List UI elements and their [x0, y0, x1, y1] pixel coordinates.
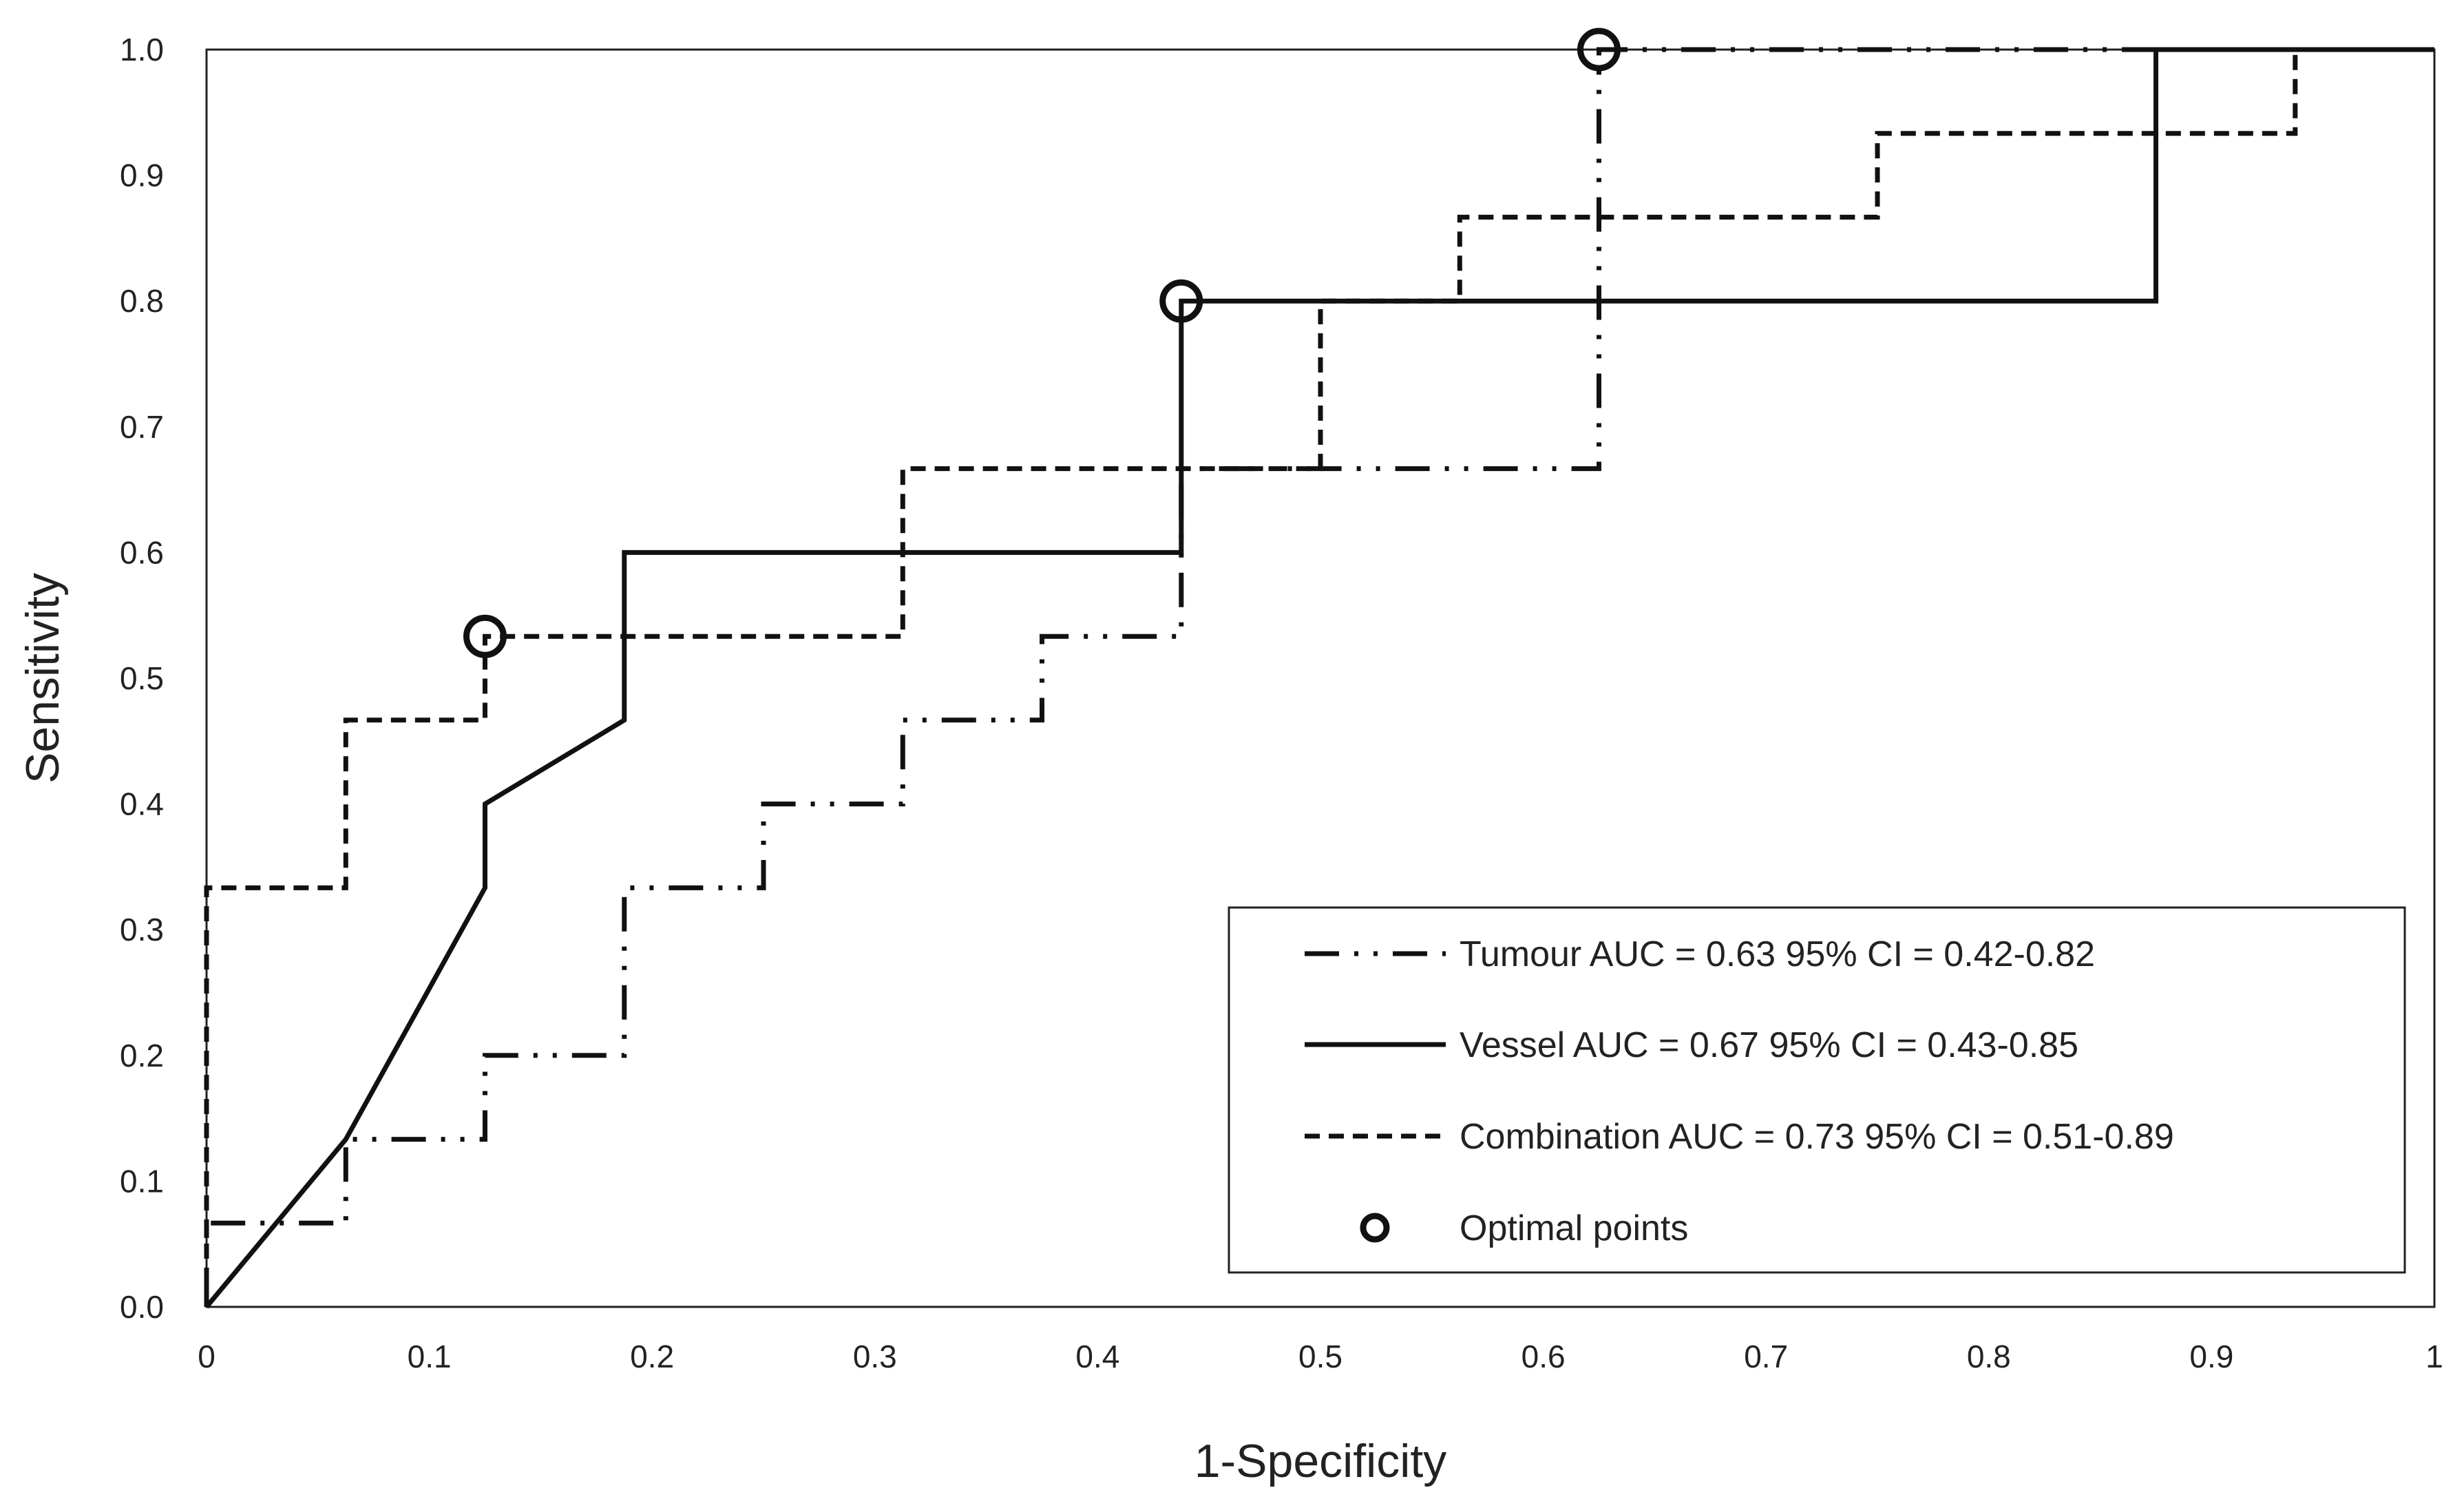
y-tick-label: 0.4 [120, 786, 164, 822]
y-tick-label: 0.6 [120, 534, 164, 570]
x-tick-label: 0.5 [1298, 1339, 1342, 1374]
legend-label-1: Tumour AUC = 0.63 95% CI = 0.42-0.82 [1460, 934, 2095, 974]
legend-box [1228, 906, 2406, 1274]
x-tick-label: 0.2 [630, 1339, 674, 1374]
y-tick-label: 1.0 [120, 32, 164, 67]
x-tick-label: 0.8 [1967, 1339, 2011, 1374]
x-tick-label: 0 [198, 1339, 215, 1374]
y-tick-label: 0.7 [120, 409, 164, 445]
y-tick-label: 0.8 [120, 283, 164, 319]
optimal-points-markers [463, 28, 1621, 658]
y-tick-label: 0.0 [120, 1289, 164, 1325]
plot-area [205, 48, 2436, 1308]
legend-label-2: Vessel AUC = 0.67 95% CI = 0.43-0.85 [1460, 1025, 2078, 1065]
series-line-1 [204, 47, 2434, 1307]
x-tick-label: 0.6 [1521, 1339, 1566, 1374]
legend-label-optimal-points: Optimal points [1460, 1208, 1688, 1248]
y-tick-label: 0.3 [120, 912, 164, 947]
series-line-2 [204, 47, 2434, 1309]
optimal-point-marker [1577, 28, 1621, 72]
plot-border [205, 48, 2436, 1308]
x-tick-label: 0.1 [408, 1339, 452, 1374]
x-tick-label: 0.9 [2189, 1339, 2233, 1374]
roc-curves [204, 47, 2434, 1309]
y-tick-label: 0.1 [120, 1163, 164, 1199]
y-axis-title: Sensitivity [17, 573, 69, 784]
series-line-3 [204, 47, 2434, 1307]
legend: Tumour AUC = 0.63 95% CI = 0.42-0.82 Vess… [1228, 906, 2406, 1274]
axes: 0 0.1 0.2 0.3 0.4 0.5 0.6 0.7 0.8 0.9 1 0.0 0.1 0.2 0.… [120, 32, 2443, 1374]
legend-optimal-point-icon [1360, 1213, 1390, 1243]
x-tick-label: 1 [2425, 1339, 2443, 1374]
y-tick-label: 0.2 [120, 1038, 164, 1073]
optimal-point-marker [463, 614, 507, 658]
x-tick-label: 0.4 [1075, 1339, 1119, 1374]
x-tick-label: 0.7 [1744, 1339, 1788, 1374]
y-tick-label: 0.9 [120, 158, 164, 193]
x-tick-label: 0.3 [853, 1339, 897, 1374]
x-axis-title: 1-Specificity [1194, 1435, 1447, 1487]
y-tick-label: 0.5 [120, 660, 164, 696]
legend-label-3: Combination AUC = 0.73 95% CI = 0.51-0.8… [1460, 1117, 2174, 1157]
optimal-point-marker [1159, 279, 1203, 323]
